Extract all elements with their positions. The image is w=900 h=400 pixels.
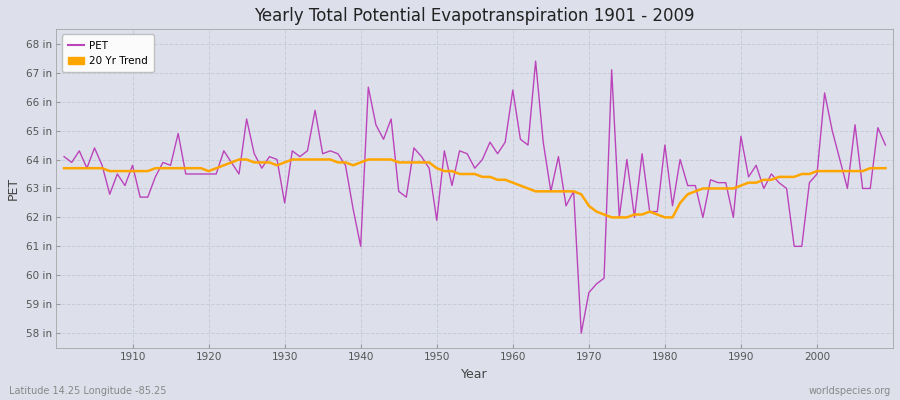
Legend: PET, 20 Yr Trend: PET, 20 Yr Trend (62, 34, 154, 72)
Text: worldspecies.org: worldspecies.org (809, 386, 891, 396)
Text: Latitude 14.25 Longitude -85.25: Latitude 14.25 Longitude -85.25 (9, 386, 166, 396)
X-axis label: Year: Year (462, 368, 488, 381)
Title: Yearly Total Potential Evapotranspiration 1901 - 2009: Yearly Total Potential Evapotranspiratio… (255, 7, 695, 25)
Y-axis label: PET: PET (7, 177, 20, 200)
